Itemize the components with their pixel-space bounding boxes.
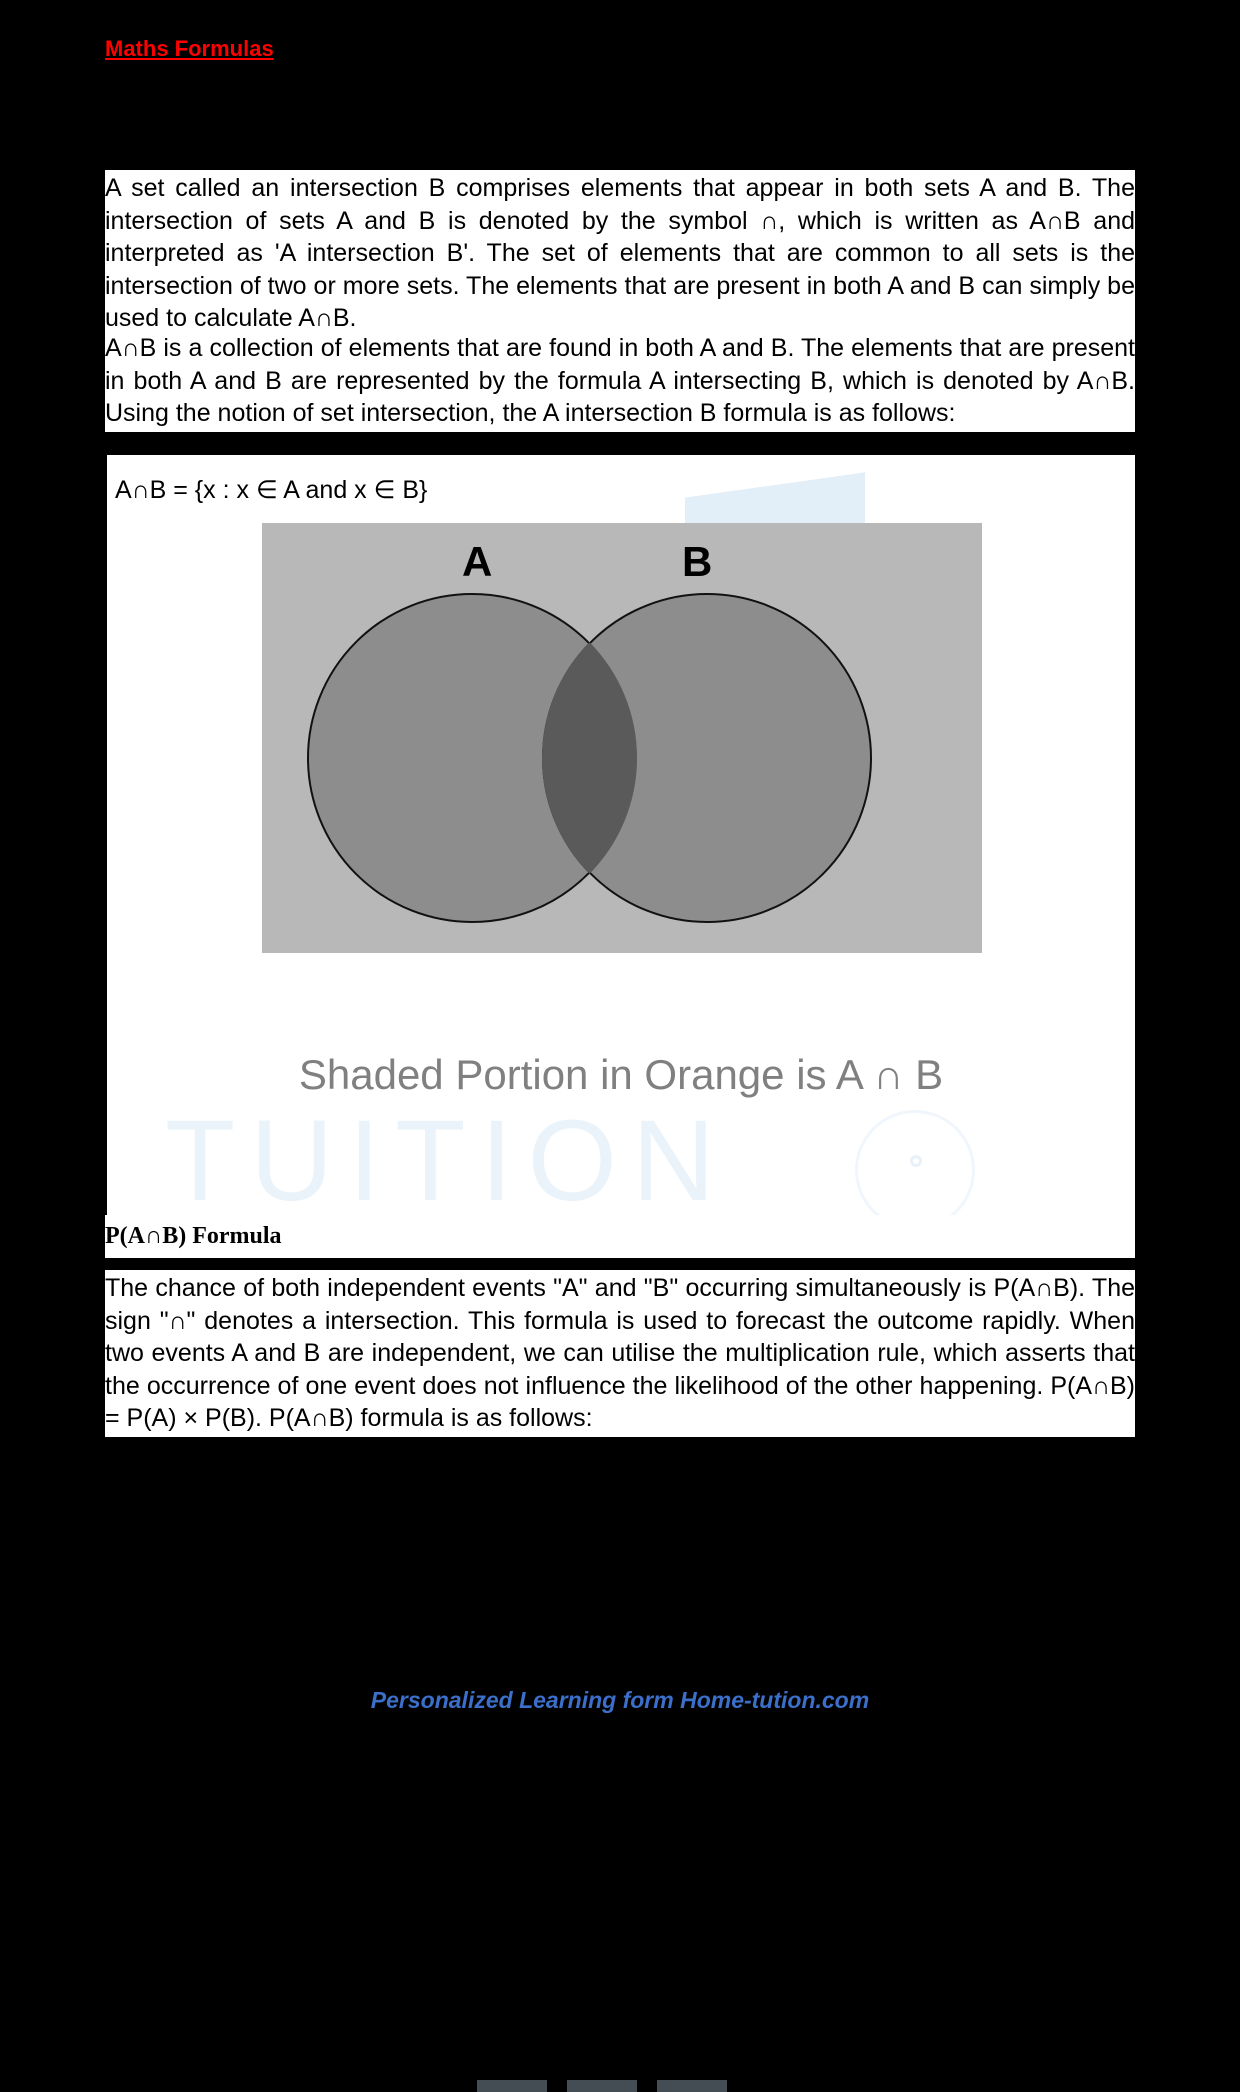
formula-and-diagram-block: A∩B = {x : x ∈ A and x ∈ B} A B <box>105 455 1135 1045</box>
watermark-bar <box>567 2080 637 2092</box>
watermark-tuition: TUITION <box>165 1095 730 1227</box>
venn-circle-b <box>542 593 872 923</box>
watermark-bar <box>477 2080 547 2092</box>
venn-label-b: B <box>682 538 712 586</box>
watermark-ring-icon <box>855 1110 975 1230</box>
venn-diagram: A B <box>262 523 982 953</box>
paragraph-3-block: The chance of both independent events "A… <box>105 1270 1135 1437</box>
paragraph-2-block: A∩B is a collection of elements that are… <box>105 330 1135 432</box>
set-formula-text: A∩B = {x : x ∈ A and x ∈ B} <box>107 455 1135 505</box>
watermark-dot-icon <box>910 1155 922 1167</box>
page-header-title: Maths Formulas <box>105 36 274 62</box>
watermark-bar <box>657 2080 727 2092</box>
paragraph-1-block: A set called an intersection B comprises… <box>105 170 1135 337</box>
paragraph-1-text: A set called an intersection B comprises… <box>105 172 1135 335</box>
page-root: Maths Formulas A set called an intersect… <box>0 0 1240 1754</box>
paragraph-2-text: A∩B is a collection of elements that are… <box>105 332 1135 430</box>
diagram-caption: Shaded Portion in Orange is A ∩ B <box>107 1045 1135 1099</box>
subheading-text: P(A∩B) Formula <box>105 1223 1135 1250</box>
subheading-block: P(A∩B) Formula <box>105 1215 1135 1258</box>
page-footer: Personalized Learning form Home-tution.c… <box>0 1687 1240 1714</box>
paragraph-3-text: The chance of both independent events "A… <box>105 1272 1135 1435</box>
venn-label-a: A <box>462 538 492 586</box>
